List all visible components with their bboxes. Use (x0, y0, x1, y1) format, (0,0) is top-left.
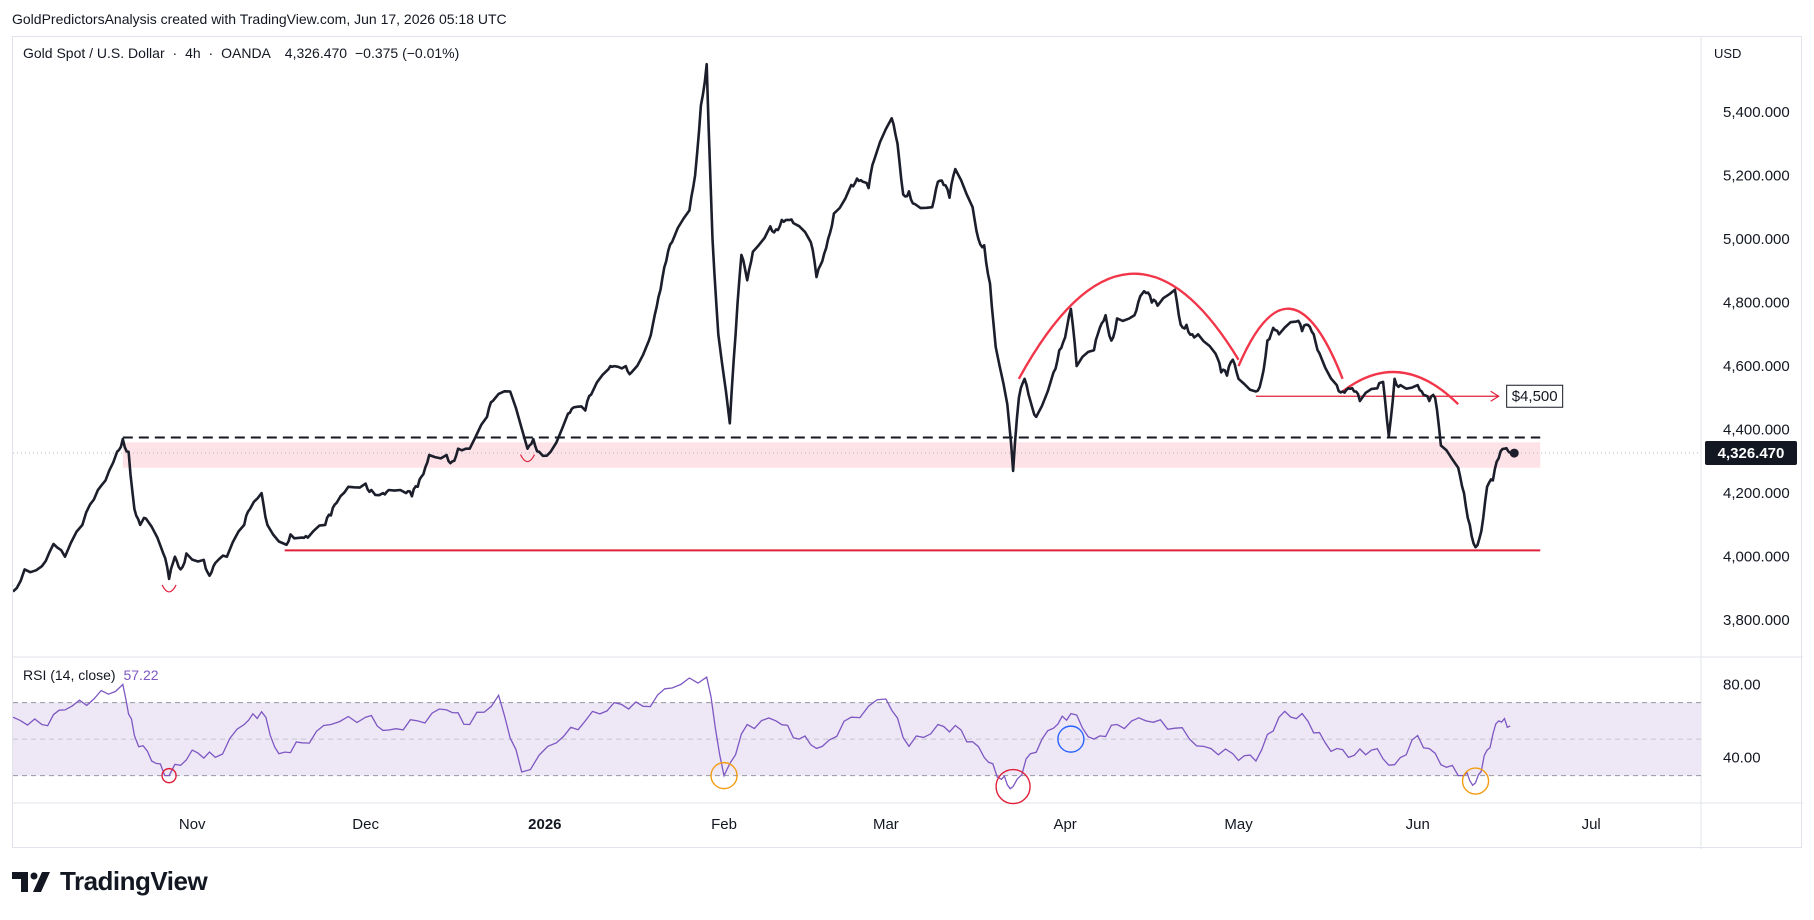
price-tick-label: 4,400.000 (1723, 422, 1790, 439)
legend-price: 4,326.470 (284, 45, 348, 61)
rsi-tick-label: 80.00 (1723, 676, 1761, 693)
rsi-series-line[interactable] (13, 676, 1511, 790)
bounce-mark (161, 584, 177, 593)
legend-separator: · (208, 45, 214, 61)
rsi-marker-orange (710, 761, 738, 790)
price-tick-label: 5,000.000 (1723, 231, 1790, 248)
rsi-marker-red (161, 767, 177, 784)
price-tick-label: 4,800.000 (1723, 295, 1790, 312)
rsi-legend: RSI (14, close) 57.22 (23, 667, 159, 683)
pattern-arc-2[interactable] (1237, 307, 1344, 380)
legend-separator: · (172, 45, 178, 61)
current-price-badge-label: 4,326.470 (1718, 445, 1785, 462)
time-tick-label: Apr (1053, 816, 1076, 833)
currency-selector[interactable]: USD (1714, 46, 1742, 61)
chart-frame: $4,500 3,800.000 4,000.000 4,200.000 4,400.0… (12, 36, 1803, 849)
rsi-legend-value: 57.22 (123, 667, 159, 683)
price-tick-label: 3,800.000 (1723, 612, 1790, 629)
rsi-marker-orange (1461, 767, 1490, 795)
rsi-marker-blue (1057, 725, 1085, 753)
legend-source: OANDA (221, 45, 271, 61)
time-tick-label: Nov (179, 816, 206, 833)
current-price-badge (1705, 440, 1797, 465)
brand-name: TradingView (60, 866, 208, 896)
time-tick-label: Jul (1582, 816, 1601, 833)
legend-change: −0.375 (−0.01%) (354, 45, 460, 61)
target-label-box[interactable] (1506, 384, 1564, 408)
rsi-legend-label[interactable]: RSI (14, close) (23, 667, 116, 683)
price-tick-label: 4,600.000 (1723, 358, 1790, 375)
symbol-legend: Gold Spot / U.S. Dollar · 4h · OANDA 4,3… (23, 45, 463, 61)
chart-attribution: GoldPredictorsAnalysis created with Trad… (12, 11, 507, 27)
rsi-tick-label: 40.00 (1723, 749, 1761, 766)
bounce-mark (519, 454, 536, 463)
pattern-arc-1[interactable] (1017, 272, 1240, 380)
target-arrow-icon (1490, 390, 1500, 402)
time-tick-label: Jun (1406, 816, 1430, 833)
pattern-arc-3[interactable] (1341, 370, 1460, 406)
tradingview-logo-icon (12, 871, 50, 892)
time-tick-label: May (1224, 816, 1253, 833)
price-chart[interactable]: $4,500 3,800.000 4,000.000 4,200.000 4,400.0… (13, 37, 1803, 849)
price-tick-label: 5,400.000 (1723, 104, 1790, 121)
price-tick-label: 5,200.000 (1723, 167, 1790, 184)
tradingview-brand[interactable]: TradingView (12, 866, 208, 897)
time-tick-label: Feb (711, 816, 737, 833)
time-tick-label: 2026 (528, 816, 561, 833)
price-series-line[interactable] (13, 62, 1512, 593)
time-tick-label: Mar (873, 816, 899, 833)
last-price-dot (1509, 448, 1519, 458)
target-label: $4,500 (1512, 388, 1558, 405)
rsi-marker-red (995, 768, 1031, 805)
support-zone[interactable] (122, 442, 1541, 468)
time-tick-label: Dec (352, 816, 379, 833)
legend-interval[interactable]: 4h (185, 45, 201, 61)
price-tick-label: 4,000.000 (1723, 549, 1790, 566)
price-tick-label: 4,200.000 (1723, 485, 1790, 502)
legend-symbol[interactable]: Gold Spot / U.S. Dollar (23, 45, 165, 61)
